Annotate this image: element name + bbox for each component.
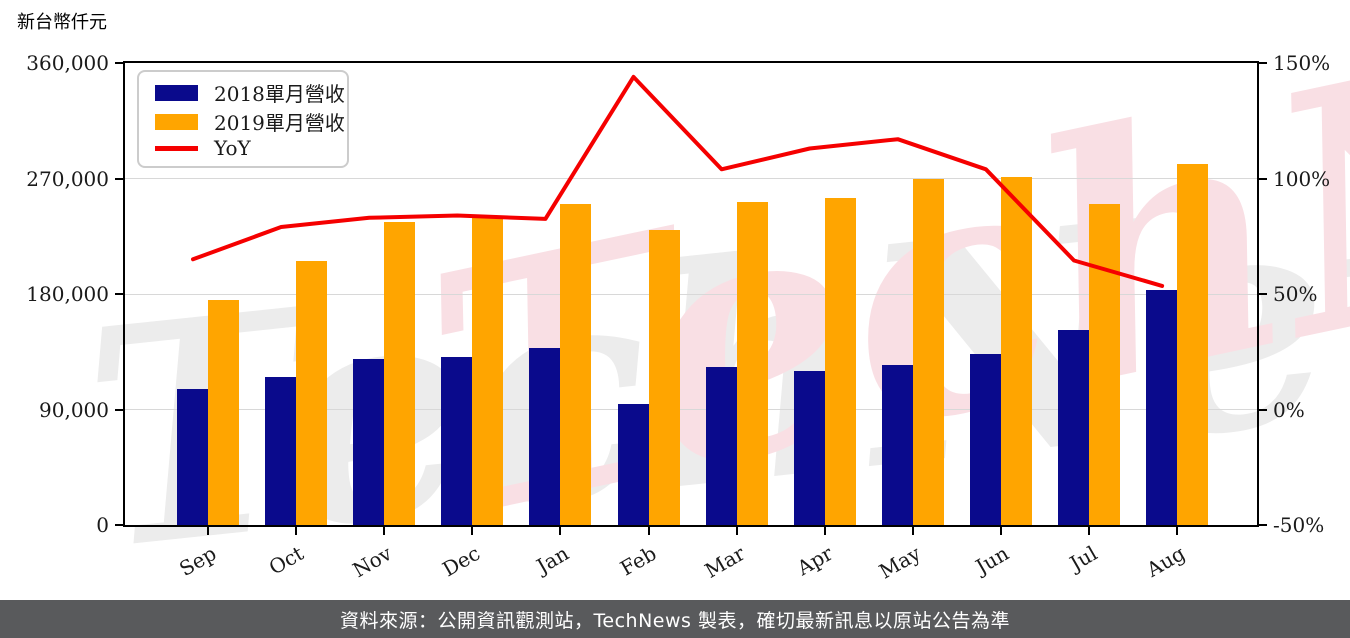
left-axis-tick-label: 90,000 <box>39 397 109 422</box>
left-axis-tick <box>115 177 123 180</box>
x-axis-tick <box>823 527 826 535</box>
yoy-line <box>191 74 1165 288</box>
x-axis-tick <box>1176 527 1179 535</box>
bar-2018-nov <box>353 358 385 525</box>
bar-2018-jan <box>529 347 561 525</box>
bar-2019-feb <box>648 229 680 525</box>
left-axis-tick <box>115 62 123 64</box>
bar-2019-mar <box>736 201 768 525</box>
right-axis-tick-label: 150% <box>1273 51 1331 75</box>
legend-item-2019: 2019單月營收 <box>155 107 345 136</box>
bar-2018-apr <box>793 371 825 525</box>
legend-label-2018: 2018單月營收 <box>214 82 345 106</box>
x-axis-tick <box>207 527 209 535</box>
right-axis-tick <box>1259 293 1267 295</box>
x-axis-tick <box>911 527 914 535</box>
x-axis-tick <box>735 527 738 535</box>
x-axis-tick-label: Dec <box>438 541 485 582</box>
left-axis-tick-label: 0 <box>96 513 109 537</box>
right-axis-tick-label: -50% <box>1273 513 1325 537</box>
legend-label-yoy: YoY <box>214 136 251 160</box>
bar-2019-apr <box>824 198 856 525</box>
x-axis-tick-label: May <box>874 541 925 584</box>
x-axis: Sep Oct Nov Dec Jan Feb Mar Apr May Jun Jul Aug <box>125 527 1257 597</box>
x-axis-tick-label: Nov <box>348 541 397 583</box>
x-axis-tick <box>295 527 298 535</box>
x-axis-tick <box>1088 527 1090 535</box>
bar-2019-may <box>912 178 944 525</box>
gridlines <box>125 63 1257 525</box>
bar-2018-sep <box>177 388 208 525</box>
legend-swatch-2019 <box>155 113 198 130</box>
legend-item-2018: 2018單月營收 <box>155 78 345 107</box>
right-axis-tick <box>1259 62 1267 64</box>
left-axis-tick-label: 360,000 <box>26 51 109 75</box>
x-axis-tick-label: Jul <box>1065 541 1101 576</box>
footer-bar: 資料來源：公開資訊觀測站，TechNews 製表，確切最新訊息以原站公告為準 <box>0 600 1350 638</box>
footer-text: 資料來源：公開資訊觀測站，TechNews 製表，確切最新訊息以原站公告為準 <box>340 609 1010 632</box>
x-axis-tick <box>471 527 474 535</box>
bar-2018-feb <box>617 403 649 525</box>
gridline <box>125 409 1257 410</box>
right-axis: -50% 0% 50% 100% 150% <box>1259 51 1349 537</box>
right-axis-tick-label: 0% <box>1273 397 1305 422</box>
x-axis-tick-label: Feb <box>616 541 661 581</box>
x-axis-tick-label: Jun <box>971 541 1013 579</box>
right-axis-tick-label: 50% <box>1273 282 1318 306</box>
left-axis-tick <box>115 293 123 295</box>
right-axis-tick <box>1259 177 1267 180</box>
right-axis-tick <box>1259 408 1267 411</box>
x-axis-tick <box>559 527 562 535</box>
bar-2018-may <box>881 364 913 525</box>
left-axis-tick-label: 180,000 <box>26 282 109 306</box>
bar-2019-aug <box>1177 163 1209 525</box>
left-axis-tick-label: 270,000 <box>26 166 109 191</box>
x-axis-tick-label: Aug <box>1142 541 1190 582</box>
bar-2019-jul <box>1089 204 1120 525</box>
x-axis-tick <box>647 527 650 535</box>
plot-area <box>125 63 1257 525</box>
gridline <box>125 178 1257 179</box>
x-axis-tick <box>999 527 1002 535</box>
bar-2018-jun <box>969 353 1001 525</box>
bar-2018-dec <box>441 356 473 525</box>
bar-2019-jun <box>1000 176 1032 525</box>
bar-2018-aug <box>1146 289 1178 525</box>
bar-2019-jan <box>560 204 592 525</box>
legend-label-2019: 2019單月營收 <box>214 111 345 135</box>
x-axis-tick-label: Mar <box>700 541 749 583</box>
bar-2018-mar <box>705 366 737 525</box>
bar-2019-nov <box>384 222 416 525</box>
legend-swatch-yoy <box>155 145 198 151</box>
left-axis: 0 90,000 180,000 270,000 360,000 <box>0 51 123 537</box>
right-axis-tick-label: 100% <box>1273 166 1331 191</box>
left-axis-unit-label: 新台幣仟元 <box>17 12 107 33</box>
bar-2018-oct <box>265 377 297 525</box>
x-axis-tick <box>383 527 386 535</box>
bar-2019-dec <box>472 216 504 525</box>
gridline <box>125 293 1257 295</box>
bar-2019-oct <box>296 260 328 525</box>
x-axis-tick-label: Oct <box>265 541 309 580</box>
right-axis-tick <box>1259 524 1267 526</box>
legend-item-yoy: YoY <box>155 136 337 160</box>
left-axis-tick <box>115 524 123 526</box>
x-axis-tick-label: Apr <box>792 541 837 581</box>
legend: 2018單月營收 2019單月營收 YoY <box>137 70 349 168</box>
bars-layer <box>125 63 1257 525</box>
left-axis-tick <box>115 408 123 411</box>
bar-2019-sep <box>208 300 239 525</box>
legend-swatch-2018 <box>155 84 198 101</box>
x-axis-tick-label: Jan <box>531 541 573 579</box>
x-axis-tick-label: Sep <box>174 541 220 581</box>
yoy-line-path <box>191 74 1165 288</box>
bar-2018-jul <box>1058 329 1089 525</box>
